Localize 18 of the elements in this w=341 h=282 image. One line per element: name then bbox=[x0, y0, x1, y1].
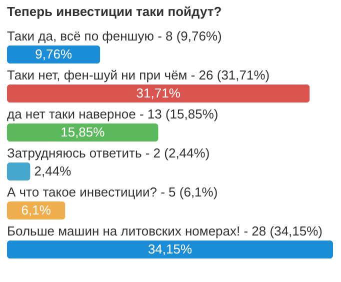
data-label: 9,76% bbox=[35, 46, 72, 62]
bar bbox=[7, 240, 333, 258]
y-tick-label: Таки нет, фен-шуй ни при чём - 26 (31,71%) bbox=[7, 68, 270, 82]
chart-title: Теперь инвестиции таки пойдут? bbox=[7, 4, 222, 19]
data-label: 15,85% bbox=[60, 124, 106, 140]
bar bbox=[7, 162, 30, 180]
bar bbox=[7, 124, 158, 142]
y-tick-label: да нет таки наверное - 13 (15,85%) bbox=[7, 106, 218, 122]
y-tick-label: Затрудняюсь ответить - 2 (2,44%) bbox=[7, 146, 210, 160]
bar bbox=[7, 46, 100, 64]
data-label: 2,44% bbox=[34, 164, 72, 178]
bar bbox=[7, 84, 310, 102]
y-tick-label: Таки да, всё по феншую - 8 (9,76%) bbox=[7, 28, 222, 44]
y-tick-label: А что такое инвестиции? - 5 (6,1%) bbox=[7, 184, 218, 200]
y-tick-label: Больше машин на литовских номерах! - 28 (34,15%) bbox=[7, 224, 323, 238]
data-label: 6,1% bbox=[21, 202, 52, 218]
data-label: 34,15% bbox=[148, 242, 192, 256]
data-label: 31,71% bbox=[136, 86, 181, 100]
